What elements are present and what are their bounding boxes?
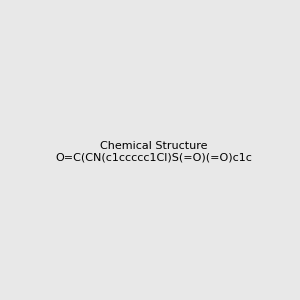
Text: Chemical Structure
O=C(CN(c1ccccc1Cl)S(=O)(=O)c1c: Chemical Structure O=C(CN(c1ccccc1Cl)S(=… [55,141,252,162]
